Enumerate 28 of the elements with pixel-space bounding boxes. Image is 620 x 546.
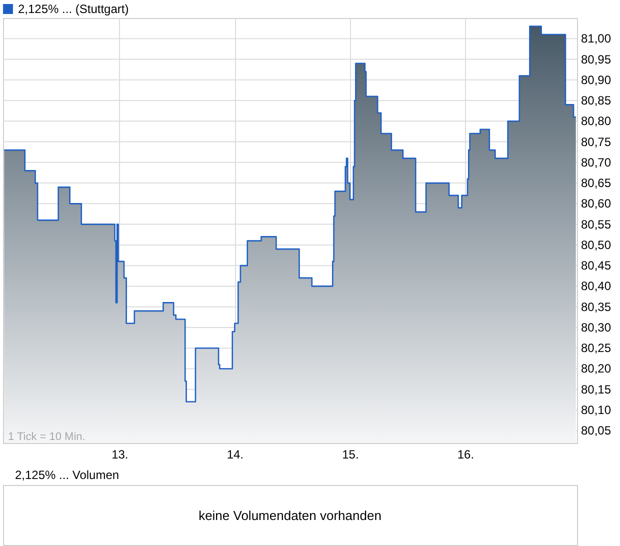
y-tick-label: 80,40 <box>581 279 612 294</box>
y-tick-label: 80,10 <box>581 402 612 417</box>
y-tick-label: 80,05 <box>581 424 612 438</box>
y-tick-label: 80,25 <box>581 341 612 356</box>
y-tick-label: 81,00 <box>581 32 612 46</box>
y-tick-label: 80,75 <box>581 134 612 149</box>
x-tick-label: 15. <box>342 448 359 462</box>
y-tick-label: 80,65 <box>581 176 612 190</box>
y-tick-label: 80,15 <box>581 382 612 396</box>
y-tick-label: 80,45 <box>581 258 612 273</box>
y-tick-label: 80,30 <box>581 320 612 334</box>
y-tick-label: 80,80 <box>581 114 612 128</box>
text: keine Volumendaten vorhanden <box>198 508 382 523</box>
y-tick-label: 80,50 <box>581 238 612 252</box>
text: 2,125% ... Volumen <box>15 468 120 482</box>
y-tick-label: 80,35 <box>581 300 612 314</box>
y-tick-label: 80,85 <box>581 94 612 108</box>
annotation: 1 Tick = 10 Min. <box>8 431 86 443</box>
y-tick-label: 80,20 <box>581 362 612 376</box>
y-tick-label: 80,95 <box>581 52 612 66</box>
y-tick-label: 80,60 <box>581 196 612 211</box>
y-tick-label: 80,90 <box>581 72 612 87</box>
x-tick-label: 16. <box>457 448 474 462</box>
y-tick-label: 80,55 <box>581 217 612 232</box>
y-tick-label: 80,70 <box>581 155 612 170</box>
x-tick-label: 13. <box>112 448 128 462</box>
legend-label: 2,125% ... (Stuttgart) <box>18 2 129 16</box>
x-tick-label: 14. <box>226 448 244 462</box>
